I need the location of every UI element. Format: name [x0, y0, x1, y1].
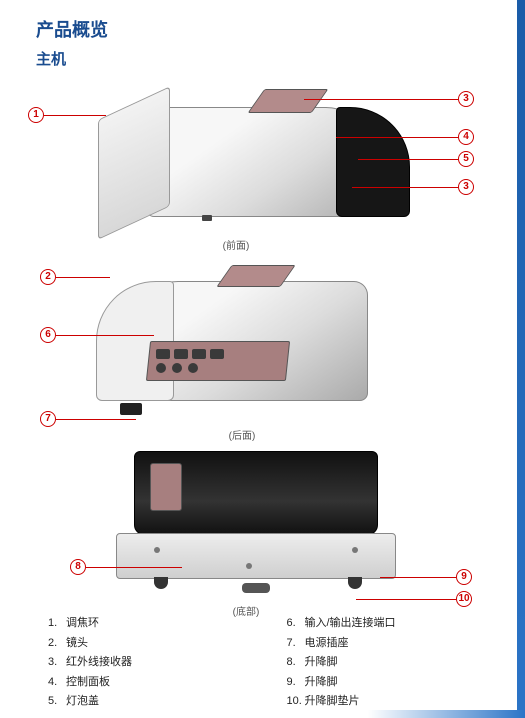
legend-text: 输入/输出连接端口	[305, 617, 396, 629]
front-view	[86, 85, 386, 235]
legend-item: 10.升降脚垫片	[287, 693, 486, 710]
callout-7: 7	[40, 411, 56, 427]
page-border-bottom	[0, 710, 525, 718]
legend-item: 8.升降脚	[287, 654, 486, 671]
legend-text: 镜头	[66, 637, 88, 649]
bottom-caption: (底部)	[206, 603, 286, 618]
legend-text: 升降脚	[305, 656, 338, 668]
rear-caption: (后面)	[202, 427, 282, 442]
legend-col-left: 1.调焦环2.镜头3.红外线接收器4.控制面板5.灯泡盖	[48, 615, 247, 713]
legend-num: 4.	[48, 674, 66, 691]
page-title: 产品概览	[36, 16, 497, 42]
legend-num: 10.	[287, 693, 305, 710]
legend-num: 2.	[48, 635, 66, 652]
legend-item: 2.镜头	[48, 635, 247, 652]
legend-text: 电源插座	[305, 637, 349, 649]
callout-leader	[352, 187, 458, 188]
legend-item: 6.输入/输出连接端口	[287, 615, 486, 632]
legend-num: 3.	[48, 654, 66, 671]
legend-col-right: 6.输入/输出连接端口7.电源插座8.升降脚9.升降脚10.升降脚垫片	[287, 615, 486, 713]
callout-1: 1	[28, 107, 44, 123]
callout-leader	[336, 137, 458, 138]
legend-num: 6.	[287, 615, 305, 632]
front-caption: (前面)	[196, 237, 276, 252]
legend-num: 9.	[287, 674, 305, 691]
callout-leader	[304, 99, 458, 100]
callout-9: 9	[456, 569, 472, 585]
callout-2: 2	[40, 269, 56, 285]
callout-leader	[56, 419, 136, 420]
legend-item: 3.红外线接收器	[48, 654, 247, 671]
callout-8: 8	[70, 559, 86, 575]
legend-num: 7.	[287, 635, 305, 652]
legend-text: 控制面板	[66, 676, 110, 688]
callout-leader	[380, 577, 456, 578]
rear-view	[94, 261, 394, 421]
callout-3: 3	[458, 179, 474, 195]
legend-text: 灯泡盖	[66, 695, 99, 707]
callout-leader	[44, 115, 106, 116]
callout-leader	[56, 277, 110, 278]
legend-text: 调焦环	[66, 617, 99, 629]
bottom-view	[116, 451, 406, 601]
legend-item: 7.电源插座	[287, 635, 486, 652]
legend-text: 升降脚	[305, 676, 338, 688]
legend-num: 8.	[287, 654, 305, 671]
diagram-area: (前面) (后面)	[26, 79, 486, 609]
legend-text: 红外线接收器	[66, 656, 132, 668]
callout-3: 3	[458, 91, 474, 107]
callout-leader	[86, 567, 182, 568]
legend-item: 4.控制面板	[48, 674, 247, 691]
callout-leader	[358, 159, 458, 160]
legend: 1.调焦环2.镜头3.红外线接收器4.控制面板5.灯泡盖 6.输入/输出连接端口…	[36, 615, 497, 713]
callout-leader	[56, 335, 154, 336]
section-subtitle: 主机	[36, 48, 497, 69]
legend-num: 5.	[48, 693, 66, 710]
callout-leader	[356, 599, 456, 600]
legend-num: 1.	[48, 615, 66, 632]
callout-4: 4	[458, 129, 474, 145]
page-border-right	[517, 0, 525, 718]
callout-6: 6	[40, 327, 56, 343]
callout-10: 10	[456, 591, 472, 607]
legend-item: 5.灯泡盖	[48, 693, 247, 710]
callout-5: 5	[458, 151, 474, 167]
legend-item: 9.升降脚	[287, 674, 486, 691]
legend-text: 升降脚垫片	[305, 695, 360, 707]
